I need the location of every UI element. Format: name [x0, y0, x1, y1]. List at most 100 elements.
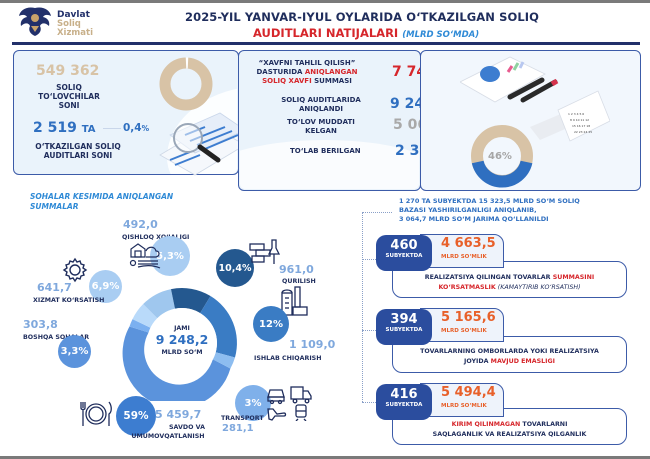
findings-summary-2: BAZASI YASHIRILGANLIGI ANIQLANIB,	[399, 206, 537, 214]
agriculture-label: QISHLOQ XO‘JALIGI	[122, 234, 190, 241]
audits-share: 0,4%	[123, 122, 149, 134]
trade-value: 5 459,7	[155, 408, 202, 421]
svg-text:22 23 24 25: 22 23 24 25	[574, 130, 592, 134]
title-text-2: AUDITLARI NATIJALARI	[253, 26, 399, 40]
header-divider	[12, 42, 640, 45]
findings-summary-1: 1 270 TA SUBYEKTDA 15 323,5 MLRD SO‘M SO…	[399, 197, 580, 205]
gear-icon	[62, 257, 88, 283]
finding-card-2-count-box: 394 SUBYEKTDA	[376, 309, 432, 345]
eagle-logo-icon	[17, 4, 53, 38]
audits-share-value: 0,4	[123, 122, 142, 134]
audits-count-value: 2 519	[33, 120, 77, 136]
finding-card-3-amount: 5 494,4	[441, 385, 496, 400]
audits-count-unit: TA	[81, 124, 96, 135]
sectors-title-2: SUMMALAR	[30, 202, 79, 211]
card-3-text-1b: TOVARLARNI	[520, 420, 568, 428]
audits-count: 2 519 TA	[33, 120, 96, 136]
tree-connector-3	[362, 402, 376, 403]
finding-card-2-amount-unit: MLRD SO‘MLIK	[441, 328, 487, 334]
risk-label-1: “XAVFNI TAHLIL QILISH”	[258, 59, 356, 67]
donut-total-label: JAMI	[174, 325, 190, 332]
due-label-1: TO‘LOV MUDDATI	[287, 118, 355, 126]
calendar-icon: 1 2 3 4 5 6 8 9 10 11 12 15 16 17 18 22 23 …	[530, 85, 610, 145]
detected-label-1: SOLIQ AUDITLARIDA	[281, 96, 361, 104]
card-1-text-2a: KO‘RSATMASLIK	[438, 283, 496, 291]
due-label-2: KELGAN	[305, 127, 337, 135]
taxpayers-label-3: SONI	[58, 101, 80, 110]
svg-text:15 16 17 18: 15 16 17 18	[572, 124, 590, 128]
bottom-border	[0, 456, 650, 459]
plate-cutlery-icon	[78, 400, 114, 428]
report-pens-icon	[460, 52, 570, 112]
detected-label: SOLIQ AUDITLARIDA ANIQLANDI	[276, 96, 366, 114]
finding-card-2-text: TOVARLARNING OMBORLARDA YOKI REALIZATSIY…	[420, 347, 599, 367]
manufacturing-share-bubble: 12%	[253, 306, 289, 342]
risk-label-3b: SUMMASI	[311, 77, 352, 85]
services-share-bubble: 6,9%	[89, 270, 122, 303]
card-1-text-1a: REALIZATSIYA QILINGAN TOVARLAR	[424, 273, 553, 281]
trade-label-2: UMUMOVQATLANISH	[131, 433, 205, 440]
sectors-donut-chart	[118, 283, 246, 401]
title-text-1: 2025-YIL YANVAR-IYUL OYLARIDA O‘TKAZILGA…	[185, 10, 540, 24]
agriculture-share-bubble: 5,3%	[150, 236, 190, 276]
tan-ring-chart-icon	[158, 56, 214, 112]
vehicles-icon	[266, 383, 314, 421]
logo-line-1: Davlat	[57, 10, 90, 20]
risk-label-2a: DASTURIDA	[256, 68, 305, 76]
logo-line-2: Soliq	[57, 19, 81, 29]
report-magnifier-icon	[150, 105, 250, 177]
audit-results-decor	[240, 52, 419, 189]
other-label: BOSHQA SOHALAR	[23, 334, 90, 341]
agriculture-value: 492,0	[123, 218, 158, 231]
title-unit: (MLRD SO‘MDA)	[402, 30, 480, 40]
paid-label: TO‘LAB BERILGAN	[290, 147, 361, 155]
taxpayers-label-1: SOLIQ	[56, 83, 82, 92]
donut-total-unit: MLRD SO‘M	[161, 349, 203, 356]
findings-summary-3: 3 064,7 MLRD SO‘M JARIMA QO‘LLANILDI	[399, 215, 549, 223]
services-label: XIZMAT KO‘RSATISH	[33, 297, 105, 304]
trade-share-bubble: 59%	[116, 396, 156, 436]
taxpayers-label-2: TO‘LOVCHILAR	[38, 92, 100, 101]
finding-card-2-count-unit: SUBYEKTDA	[385, 327, 423, 333]
sectors-title: SOHALAR KESIMIDA ANIQLANGAN SUMMALAR	[30, 192, 173, 212]
construction-label: QURILISH	[282, 278, 316, 285]
tree-connector-top	[362, 212, 392, 213]
connector-line	[103, 128, 121, 129]
finding-card-1-amount: 4 663,5	[441, 236, 496, 251]
risk-amount-label: “XAVFNI TAHLIL QILISH” DASTURIDA ANIQLAN…	[248, 59, 366, 86]
finding-card-1-count: 460	[390, 238, 418, 253]
services-value: 641,7	[37, 281, 72, 294]
manufacturing-value: 1 109,0	[289, 338, 336, 351]
construction-value: 961,0	[279, 263, 314, 276]
finding-card-3-amount-box	[420, 383, 504, 417]
card-2-text-2a: JOYIDA	[464, 357, 491, 365]
transport-label: TRANSPORT	[221, 415, 264, 422]
finding-card-1-count-box: 460 SUBYEKTDA	[376, 235, 432, 271]
transport-share-bubble: 3%	[235, 385, 271, 421]
finding-card-2-amount: 5 165,6	[441, 310, 496, 325]
finding-card-3-count-box: 416 SUBYEKTDA	[376, 384, 432, 420]
donut-total-value: 9 248,2	[155, 332, 209, 347]
card-1-text-2b: (KAMAYTIRIB KO‘RSATISH)	[495, 283, 581, 291]
other-share-bubble: 3,3%	[58, 335, 91, 368]
other-value: 303,8	[23, 318, 58, 331]
payment-share-ring-chart	[470, 124, 534, 188]
finding-card-1-body: REALIZATSIYA QILINGAN TOVARLAR SUMMASINI…	[392, 261, 627, 298]
svg-text:8 9 10 11 12: 8 9 10 11 12	[570, 118, 589, 122]
findings-summary: 1 270 TA SUBYEKTDA 15 323,5 MLRD SO‘M SO…	[399, 197, 580, 224]
taxpayers-label: SOLIQ TO‘LOVCHILAR SONI	[30, 83, 108, 110]
audits-share-unit: %	[141, 124, 150, 133]
taxpayers-count: 549 362	[36, 63, 100, 79]
trade-label: SAVDO VA UMUMOVQATLANISH	[113, 423, 223, 441]
payment-share-value: 46%	[488, 151, 512, 162]
logo-line-3: Xizmati	[57, 28, 93, 38]
transport-value: 281,1	[222, 423, 254, 434]
risk-label-2b: ANIQLANGAN	[304, 68, 358, 76]
card-1-text-1b: SUMMASINI	[552, 273, 595, 281]
due-label: TO‘LOV MUDDATI KELGAN	[280, 118, 362, 136]
risk-label-3a: SOLIQ XAVFI	[262, 77, 312, 85]
finding-card-3-amount-unit: MLRD SO‘MLIK	[441, 403, 487, 409]
farm-barn-icon	[128, 243, 162, 271]
card-2-text-1a: TOVARLARNING OMBORLARDA YOKI REALIZATSIY…	[420, 347, 599, 355]
sectors-title-1: SOHALAR KESIMIDA ANIQLANGAN	[30, 192, 174, 201]
